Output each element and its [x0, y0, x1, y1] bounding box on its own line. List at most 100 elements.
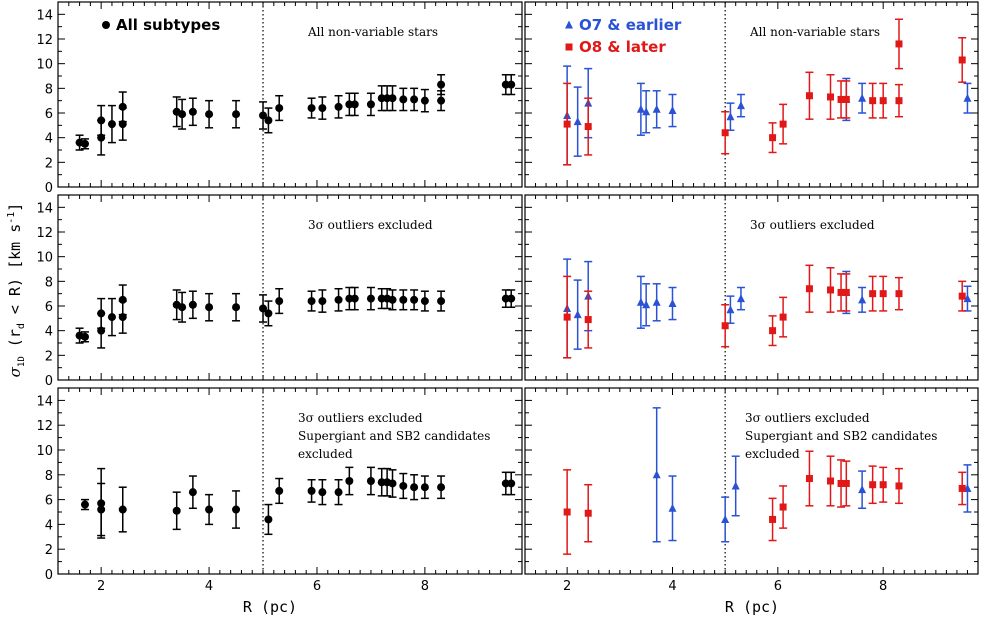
y-axis-label-text: σ1D (rd < R) [km s-1] — [6, 203, 27, 378]
data-point-triangle — [642, 300, 651, 309]
panel-annotation: All non-variable stars — [307, 25, 438, 39]
panel-right-middle: 3σ outliers excluded — [524, 194, 979, 381]
data-point-circle — [232, 303, 241, 312]
data-point-circle — [437, 80, 446, 89]
y-tick-label: 12 — [36, 226, 53, 241]
data-point-triangle — [726, 305, 735, 314]
y-label-rest: < R) [km s — [6, 224, 24, 323]
y-tick-label: 10 — [36, 251, 53, 266]
y-tick-label: 4 — [45, 518, 53, 533]
data-point-circle — [97, 499, 106, 508]
data-point-circle — [420, 483, 429, 492]
data-point-triangle — [636, 104, 645, 113]
data-point-circle — [420, 297, 429, 306]
x-tick-label: 6 — [313, 579, 321, 594]
data-point-circle — [275, 486, 284, 495]
data-point-circle — [275, 104, 284, 113]
data-point-circle — [366, 100, 375, 109]
data-point-circle — [232, 110, 241, 119]
data-point-circle — [118, 295, 127, 304]
data-point-square — [895, 40, 903, 48]
data-point-circle — [366, 477, 375, 485]
panel-annotation: All non-variable stars — [749, 25, 880, 39]
data-point-circle — [205, 505, 214, 514]
data-point-circle — [97, 116, 106, 125]
data-point-triangle — [652, 470, 661, 479]
y-tick-label: 6 — [45, 494, 53, 509]
y-label-sigma: σ — [6, 366, 24, 377]
data-point-square — [769, 515, 777, 523]
data-point-circle — [345, 477, 354, 485]
panel-left-top: 0 2 4 6 8 10 12 14 All non-variable stars All sub… — [36, 1, 523, 196]
data-point-square — [958, 484, 966, 492]
y-tick-label: 2 — [45, 543, 53, 558]
y-tick-label: 14 — [36, 201, 53, 216]
data-point-circle — [275, 297, 284, 306]
data-point-circle — [410, 483, 419, 492]
data-point-triangle — [668, 299, 677, 308]
data-point-circle — [188, 488, 197, 497]
data-point-square — [958, 56, 966, 64]
data-point-triangle — [736, 294, 745, 303]
data-point-circle — [399, 295, 408, 304]
x-axis-label-right: R (pc) — [725, 598, 779, 616]
data-point-square — [769, 134, 777, 142]
data-point-circle — [388, 479, 397, 488]
y-tick-label: 2 — [45, 349, 53, 364]
data-point-circle — [172, 506, 181, 515]
y-tick-label: 10 — [36, 444, 53, 459]
data-point-circle — [118, 102, 127, 111]
data-point-triangle — [652, 104, 661, 113]
data-point-circle — [232, 505, 241, 514]
x-tick-label: 4 — [668, 579, 676, 594]
data-point-square — [842, 288, 850, 296]
panel-frame — [57, 387, 523, 575]
data-point-square — [837, 95, 845, 103]
data-point-triangle — [668, 106, 677, 115]
y-tick-label: 4 — [45, 325, 53, 340]
panel-annotation: 3σ outliers excluded — [298, 411, 423, 425]
legend-marker-triangle — [565, 20, 573, 29]
data-point-circle — [307, 104, 316, 113]
y-label-d-sub: d — [16, 323, 27, 329]
data-point-circle — [507, 294, 516, 303]
data-point-circle — [334, 102, 343, 111]
legend-label: O8 & later — [579, 38, 666, 56]
y-tick-label: 8 — [45, 275, 53, 290]
data-point-triangle — [573, 117, 582, 126]
data-point-square — [895, 97, 903, 105]
data-point-square — [837, 288, 845, 296]
data-point-circle — [205, 110, 214, 119]
data-point-square — [721, 322, 729, 330]
data-point-square — [769, 327, 777, 335]
data-point-circle — [178, 110, 187, 119]
y-tick-label: 14 — [36, 8, 53, 23]
panel-right-top: All non-variable stars O7 & earlier O8 & l… — [524, 1, 979, 188]
data-point-square — [584, 509, 592, 517]
data-point-triangle — [642, 107, 651, 116]
data-point-triangle — [858, 485, 867, 494]
data-point-square — [584, 316, 592, 324]
panel-annotation: 3σ outliers excluded — [750, 218, 875, 232]
data-point-square — [869, 97, 877, 105]
y-tick-label: 12 — [36, 419, 53, 434]
panels-layer: 0 2 4 6 8 10 12 14 All non-variable stars All sub… — [36, 1, 979, 594]
data-point-circle — [264, 116, 273, 125]
panel-annotation: 3σ outliers excluded — [745, 411, 870, 425]
panel-annotation: Supergiant and SB2 candidates — [298, 429, 490, 443]
y-label-exp: -1 — [6, 212, 17, 224]
data-point-square — [827, 93, 835, 101]
data-point-circle — [264, 309, 273, 318]
data-point-square — [958, 292, 966, 300]
panel-frame — [57, 1, 523, 188]
data-point-square — [842, 479, 850, 487]
data-point-circle — [205, 303, 214, 312]
data-point-circle — [437, 483, 446, 492]
panel-frame — [57, 194, 523, 381]
data-point-square — [869, 481, 877, 489]
data-point-circle — [188, 300, 197, 309]
panel-annotation: 3σ outliers excluded — [308, 218, 433, 232]
data-point-circle — [80, 500, 89, 509]
y-label-close: ] — [6, 203, 24, 212]
